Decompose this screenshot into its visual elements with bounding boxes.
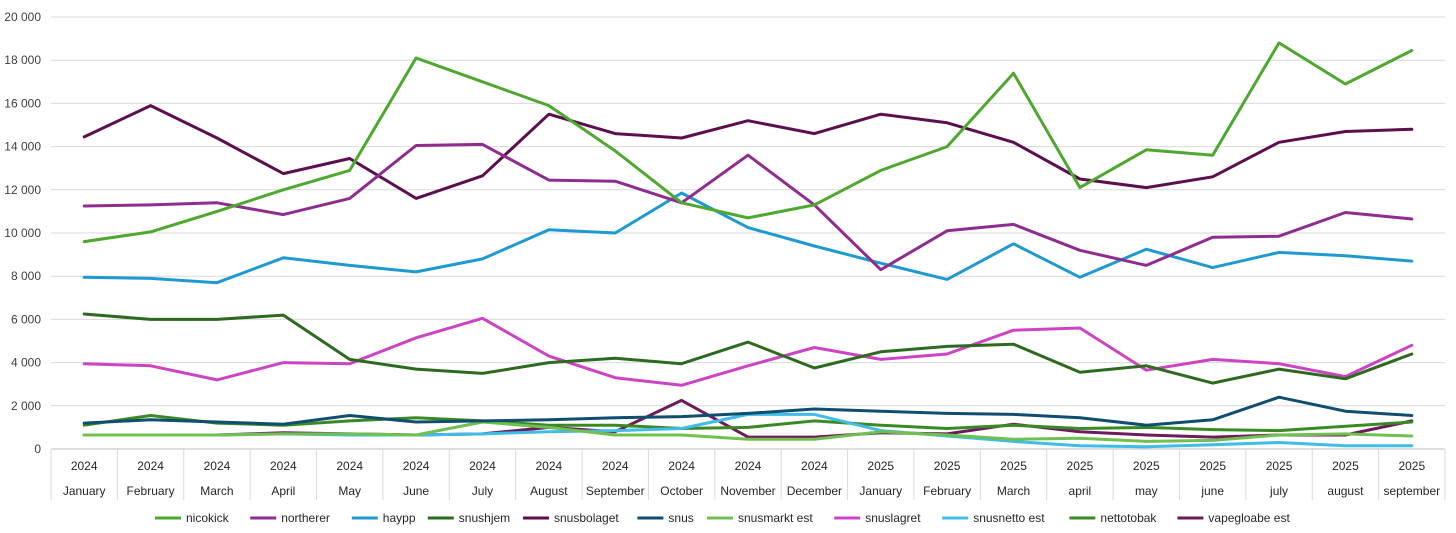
gridlines (51, 16, 1445, 450)
y-tick-label: 10 000 (4, 226, 41, 240)
x-tick-year: 2025 (1398, 459, 1425, 473)
x-tick-month: July (472, 484, 493, 498)
series-line-snuslagret (82, 316, 1414, 387)
legend-label: snushjem (459, 511, 510, 525)
x-tick-month: september (1383, 484, 1440, 498)
legend-label: snus (668, 511, 693, 525)
y-tick-label: 4 000 (11, 356, 41, 370)
series-line-snusmarkt-est (82, 420, 1414, 443)
legend-label: snusnetto est (973, 511, 1045, 525)
series-line-northerer (82, 142, 1414, 272)
legend-item: nicokick (155, 511, 230, 525)
series-line-snus (82, 395, 1414, 427)
legend: nicokick northerer haypp snushjem snusbolage… (155, 511, 1290, 525)
x-tick-month: February (923, 484, 971, 498)
x-tick-year: 2024 (801, 459, 828, 473)
y-tick-label: 14 000 (4, 140, 41, 154)
y-tick-label: 2 000 (11, 399, 41, 413)
x-tick-year: 2024 (336, 459, 363, 473)
x-tick-month: May (338, 484, 361, 498)
legend-label: nicokick (186, 511, 230, 525)
y-tick-label: 16 000 (4, 96, 41, 110)
x-tick-year: 2024 (137, 459, 164, 473)
x-tick-year: 2024 (270, 459, 297, 473)
x-tick-month: may (1135, 484, 1158, 498)
x-tick-year: 2025 (1000, 459, 1027, 473)
series-line-haypp (82, 191, 1414, 285)
x-tick-month: January (63, 484, 106, 498)
x-tick-month: March (200, 484, 233, 498)
y-tick-label: 18 000 (4, 53, 41, 67)
y-tick-label: 12 000 (4, 183, 41, 197)
x-tick-month: April (271, 484, 295, 498)
x-tick-year: 2025 (1332, 459, 1359, 473)
x-tick-year: 2024 (71, 459, 98, 473)
x-tick-month: September (586, 484, 645, 498)
legend-item: vapegloabe est (1177, 511, 1290, 525)
legend-label: haypp (383, 511, 416, 525)
legend-label: snusmarkt est (738, 511, 813, 525)
series-line-nettotobak (82, 414, 1414, 433)
x-tick-month: june (1200, 484, 1224, 498)
x-tick-year: 2024 (403, 459, 430, 473)
legend-label: snuslagret (865, 511, 921, 525)
x-tick-year: 2024 (469, 459, 496, 473)
x-tick-month: February (127, 484, 175, 498)
x-tick-year: 2024 (204, 459, 231, 473)
y-axis-tick-labels: 0 2 000 4 000 6 000 8 000 10 000 12 000 14 000 1… (4, 10, 41, 456)
legend-item: snusbolaget (523, 511, 619, 525)
x-tick-month: November (720, 484, 775, 498)
series-line-snusbolaget (82, 104, 1414, 200)
x-tick-year: 2025 (1133, 459, 1160, 473)
x-tick-year: 2025 (1067, 459, 1094, 473)
legend-label: vapegloabe est (1208, 511, 1290, 525)
x-tick-month: april (1069, 484, 1092, 498)
x-tick-year: 2025 (867, 459, 894, 473)
x-tick-year: 2025 (934, 459, 961, 473)
legend-item: snushjem (427, 511, 510, 525)
x-tick-month: august (1327, 484, 1364, 498)
legend-label: snusbolaget (554, 511, 619, 525)
x-tick-month: December (787, 484, 842, 498)
x-tick-year: 2025 (1199, 459, 1226, 473)
x-tick-year: 2024 (536, 459, 563, 473)
y-tick-label: 0 (34, 442, 41, 456)
legend-item: northerer (250, 511, 330, 525)
x-tick-year: 2024 (602, 459, 629, 473)
series-line-snushjem (82, 312, 1414, 385)
x-tick-month: June (403, 484, 429, 498)
legend-item: snusnetto est (942, 511, 1045, 525)
legend-item: snusmarkt est (707, 511, 813, 525)
x-tick-year: 2024 (735, 459, 762, 473)
x-tick-month: March (997, 484, 1030, 498)
legend-item: snus (637, 511, 694, 525)
x-tick-year: 2024 (668, 459, 695, 473)
series-lines (82, 41, 1414, 449)
x-tick-month: july (1269, 484, 1288, 498)
legend-item: haypp (351, 511, 416, 525)
x-axis: 2024 January 2024 February 2024 March 2024 Apri… (50, 448, 1446, 500)
legend-item: snuslagret (834, 511, 921, 525)
x-tick-month: October (660, 484, 703, 498)
legend-label: northerer (281, 511, 330, 525)
y-tick-label: 20 000 (4, 10, 41, 24)
y-tick-label: 8 000 (11, 269, 41, 283)
y-tick-label: 6 000 (11, 312, 41, 326)
x-tick-month: January (859, 484, 902, 498)
x-tick-month: August (530, 484, 568, 498)
legend-label: nettotobak (1100, 511, 1157, 525)
x-tick-year: 2025 (1266, 459, 1293, 473)
series-line-nicokick (82, 41, 1414, 244)
legend-item: nettotobak (1069, 511, 1157, 525)
